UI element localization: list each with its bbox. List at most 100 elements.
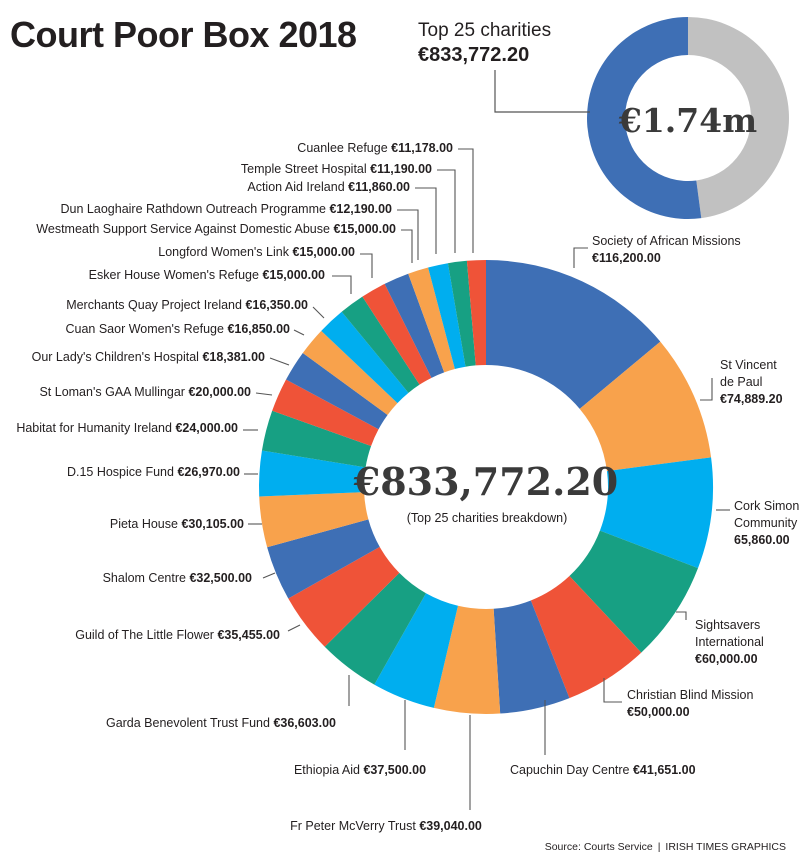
label-dun-laoghaire-rathdown-outreach-programme: Dun Laoghaire Rathdown Outreach Programm… bbox=[61, 202, 393, 216]
slice-westmeath-support-service-against-domestic-abuse bbox=[384, 273, 445, 378]
slice-our-lady-s-children-s-hospital bbox=[286, 352, 388, 430]
label-value: €24,000.00 bbox=[175, 421, 238, 435]
slice-christian-blind-mission bbox=[530, 576, 642, 699]
label-name: Fr Peter McVerry Trust bbox=[290, 819, 419, 833]
source-separator: | bbox=[657, 841, 661, 853]
label-name: Pieta House bbox=[110, 517, 182, 531]
label-value: €15,000.00 bbox=[262, 268, 325, 282]
leader-line-action-aid-ireland bbox=[415, 187, 437, 254]
label-our-lady-s-children-s-hospital: Our Lady's Children's Hospital €18,381.0… bbox=[32, 350, 265, 364]
label-name: Capuchin Day Centre bbox=[510, 763, 633, 777]
label-value: €16,350.00 bbox=[245, 298, 308, 312]
label-capuchin-day-centre: Capuchin Day Centre €41,651.00 bbox=[510, 763, 696, 777]
chart-title: Court Poor Box 2018 bbox=[10, 14, 357, 55]
label-guild-of-the-little-flower: Guild of The Little Flower €35,455.00 bbox=[75, 628, 280, 642]
label-value: €11,190.00 bbox=[370, 162, 432, 176]
slice-habitat-for-humanity-ireland bbox=[261, 410, 372, 468]
leader-line-st-loman-s-gaa-mullingar bbox=[255, 392, 273, 396]
label-longford-women-s-link: Longford Women's Link €15,000.00 bbox=[158, 245, 355, 259]
top25-label: Top 25 charities bbox=[418, 20, 552, 41]
source-credit: IRISH TIMES GRAPHICS bbox=[665, 841, 786, 853]
label-garda-benevolent-trust-fund: Garda Benevolent Trust Fund €36,603.00 bbox=[106, 716, 336, 730]
label-name: Ethiopia Aid bbox=[294, 763, 364, 777]
slice-cuan-saor-women-s-refuge bbox=[302, 330, 398, 415]
slice-d-15-hospice-fund bbox=[259, 450, 366, 497]
slice-dun-laoghaire-rathdown-outreach-programme bbox=[408, 267, 455, 373]
label-name: Merchants Quay Project Ireland bbox=[66, 298, 245, 312]
label-sightsavers-international: Sightsavers International €60,000.00 bbox=[695, 618, 764, 666]
leader-line-st-vincent-de-paul bbox=[700, 378, 713, 401]
label-st-loman-s-gaa-mullingar: St Loman's GAA Mullingar €20,000.00 bbox=[39, 385, 251, 399]
label-name: Society of African Missions bbox=[592, 234, 741, 248]
label-name: Shalom Centre bbox=[103, 571, 190, 585]
label-value: €11,860.00 bbox=[348, 180, 410, 194]
label-value: 65,860.00 bbox=[734, 533, 790, 547]
leader-lines bbox=[243, 148, 730, 810]
slice-esker-house-women-s-refuge bbox=[341, 296, 420, 393]
label-st-vincent-de-paul: St Vincent de Paul €74,889.20 bbox=[720, 358, 783, 406]
slice-st-vincent-de-paul bbox=[579, 341, 712, 472]
label-value: €12,190.00 bbox=[329, 202, 392, 216]
slice-longford-women-s-link bbox=[362, 283, 432, 385]
label-name: Temple Street Hospital bbox=[241, 162, 370, 176]
label-name: St Loman's GAA Mullingar bbox=[39, 385, 188, 399]
label-value: €18,381.00 bbox=[202, 350, 265, 364]
label-name: Our Lady's Children's Hospital bbox=[32, 350, 203, 364]
slice-sightsavers-international bbox=[569, 530, 699, 653]
label-value: €16,850.00 bbox=[227, 322, 290, 336]
top25-amount: €833,772.20 bbox=[418, 44, 530, 66]
label-esker-house-women-s-refuge: Esker House Women's Refuge €15,000.00 bbox=[89, 268, 325, 282]
leader-line-shalom-centre bbox=[262, 572, 276, 579]
source-text: Source: Courts Service bbox=[544, 841, 653, 853]
leader-line-christian-blind-mission bbox=[603, 678, 622, 703]
label-value: €30,105.00 bbox=[181, 517, 244, 531]
label-value: €15,000.00 bbox=[333, 222, 396, 236]
slice-garda-benevolent-trust-fund bbox=[324, 572, 426, 685]
label-ethiopia-aid: Ethiopia Aid €37,500.00 bbox=[294, 763, 426, 777]
top25-callout: Top 25 charities €833,772.20 bbox=[418, 20, 551, 67]
label-value: €50,000.00 bbox=[627, 705, 690, 719]
slice-cork-simon-community bbox=[599, 457, 713, 569]
big-donut-subtitle: (Top 25 charities breakdown) bbox=[407, 511, 568, 525]
label-value: €32,500.00 bbox=[189, 571, 252, 585]
label-name: Cork Simon bbox=[734, 499, 799, 513]
top25-leader-line bbox=[494, 70, 590, 113]
slice-ethiopia-aid bbox=[374, 593, 458, 708]
label-habitat-for-humanity-ireland: Habitat for Humanity Ireland €24,000.00 bbox=[16, 421, 238, 435]
slice-pieta-house bbox=[259, 492, 369, 548]
label-westmeath-support-service-against-domestic-abuse: Westmeath Support Service Against Domest… bbox=[36, 222, 396, 236]
leader-line-longford-women-s-link bbox=[360, 253, 373, 278]
leader-line-temple-street-hospital bbox=[437, 169, 456, 253]
label-value: €26,970.00 bbox=[177, 465, 240, 479]
label-cork-simon-community: Cork Simon Community 65,860.00 bbox=[734, 499, 799, 547]
label-value: €20,000.00 bbox=[188, 385, 251, 399]
label-action-aid-ireland: Action Aid Ireland €11,860.00 bbox=[247, 180, 410, 194]
label-name: de Paul bbox=[720, 375, 762, 389]
label-name: D.15 Hospice Fund bbox=[67, 465, 177, 479]
label-pieta-house: Pieta House €30,105.00 bbox=[110, 517, 244, 531]
slice-merchants-quay-project-ireland bbox=[321, 311, 409, 404]
label-value: €35,455.00 bbox=[217, 628, 280, 642]
small-donut bbox=[586, 17, 789, 219]
slice-society-of-african-missions bbox=[486, 260, 661, 409]
label-name: Action Aid Ireland bbox=[247, 180, 348, 194]
slice-action-aid-ireland bbox=[428, 263, 466, 370]
slice-fr-peter-mcverry-trust bbox=[433, 605, 501, 714]
label-value: €15,000.00 bbox=[292, 245, 355, 259]
label-name: Cuanlee Refuge bbox=[297, 141, 391, 155]
slice-st-loman-s-gaa-mullingar bbox=[272, 379, 379, 447]
slice-shalom-centre bbox=[267, 519, 380, 599]
label-cuan-saor-women-s-refuge: Cuan Saor Women's Refuge €16,850.00 bbox=[65, 322, 290, 336]
label-name: Garda Benevolent Trust Fund bbox=[106, 716, 273, 730]
leader-line-sightsavers-international bbox=[676, 611, 687, 620]
leader-line-guild-of-the-little-flower bbox=[287, 624, 301, 632]
label-name: Habitat for Humanity Ireland bbox=[16, 421, 175, 435]
label-name: Sightsavers bbox=[695, 618, 760, 632]
big-donut bbox=[259, 260, 713, 714]
label-temple-street-hospital: Temple Street Hospital €11,190.00 bbox=[241, 162, 432, 176]
label-cuanlee-refuge: Cuanlee Refuge €11,178.00 bbox=[297, 141, 453, 155]
label-name: Community bbox=[734, 516, 798, 530]
label-value: €11,178.00 bbox=[391, 141, 453, 155]
label-name: Cuan Saor Women's Refuge bbox=[65, 322, 227, 336]
